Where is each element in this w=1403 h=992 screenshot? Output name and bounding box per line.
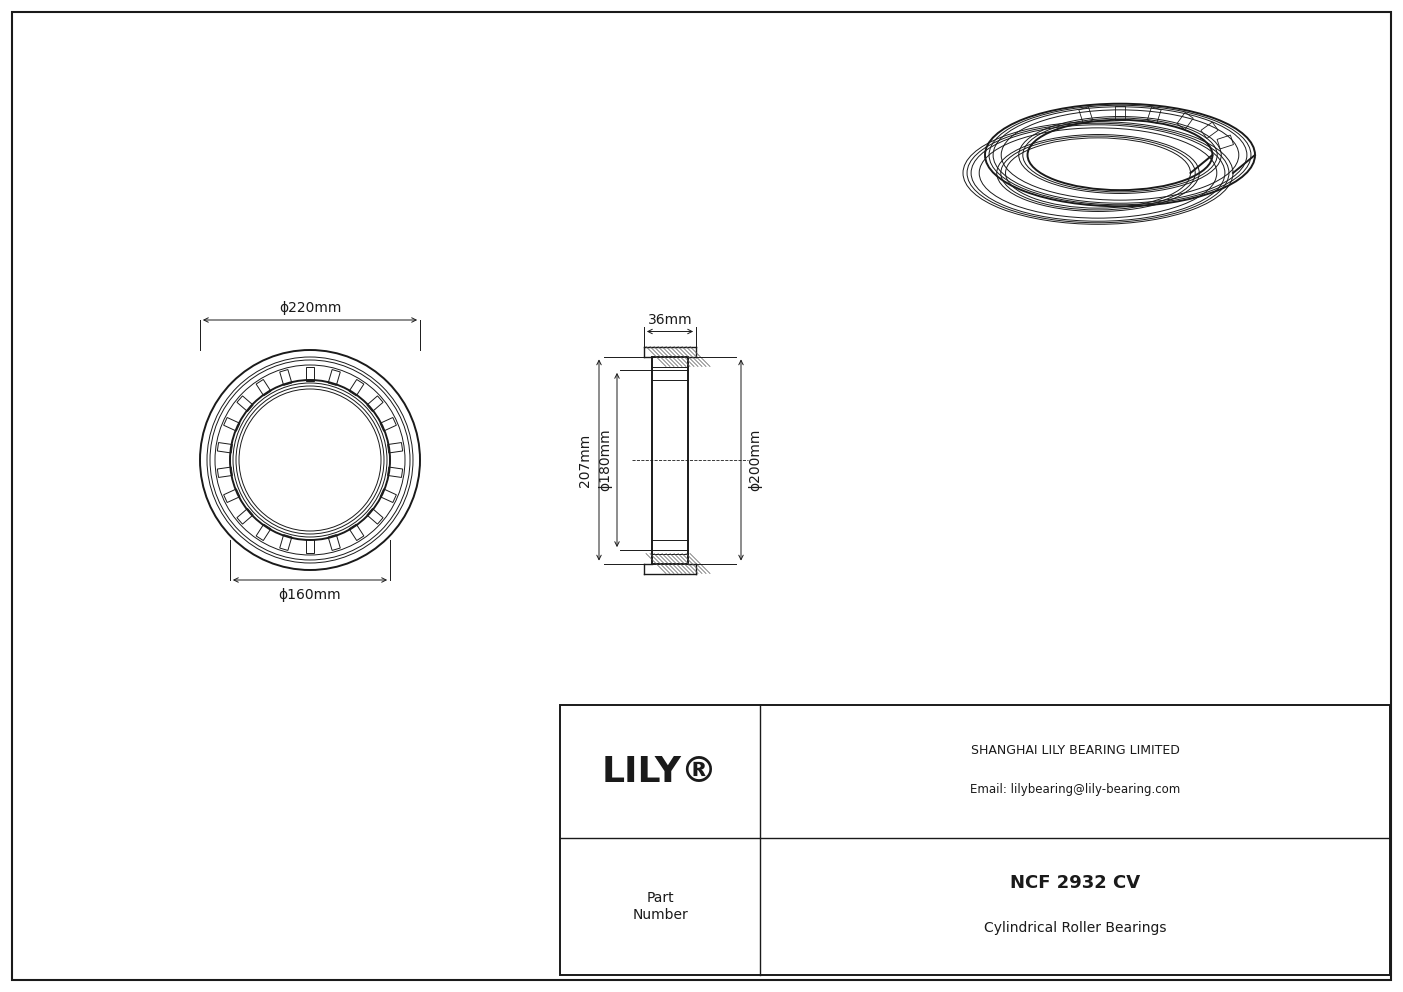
Text: 36mm: 36mm bbox=[648, 312, 692, 326]
Text: Part
Number: Part Number bbox=[633, 892, 687, 922]
Text: SHANGHAI LILY BEARING LIMITED: SHANGHAI LILY BEARING LIMITED bbox=[971, 743, 1180, 757]
Text: NCF 2932 CV: NCF 2932 CV bbox=[1010, 874, 1141, 892]
Text: LILY®: LILY® bbox=[602, 755, 718, 789]
Text: 207mm: 207mm bbox=[578, 434, 592, 487]
Text: ϕ200mm: ϕ200mm bbox=[748, 429, 762, 491]
Text: Email: lilybearing@lily-bearing.com: Email: lilybearing@lily-bearing.com bbox=[969, 784, 1180, 797]
Text: ϕ160mm: ϕ160mm bbox=[279, 588, 341, 602]
Text: ϕ180mm: ϕ180mm bbox=[598, 429, 612, 491]
Text: Cylindrical Roller Bearings: Cylindrical Roller Bearings bbox=[984, 921, 1166, 935]
Bar bbox=[560, 705, 1390, 975]
Text: ϕ220mm: ϕ220mm bbox=[279, 301, 341, 315]
